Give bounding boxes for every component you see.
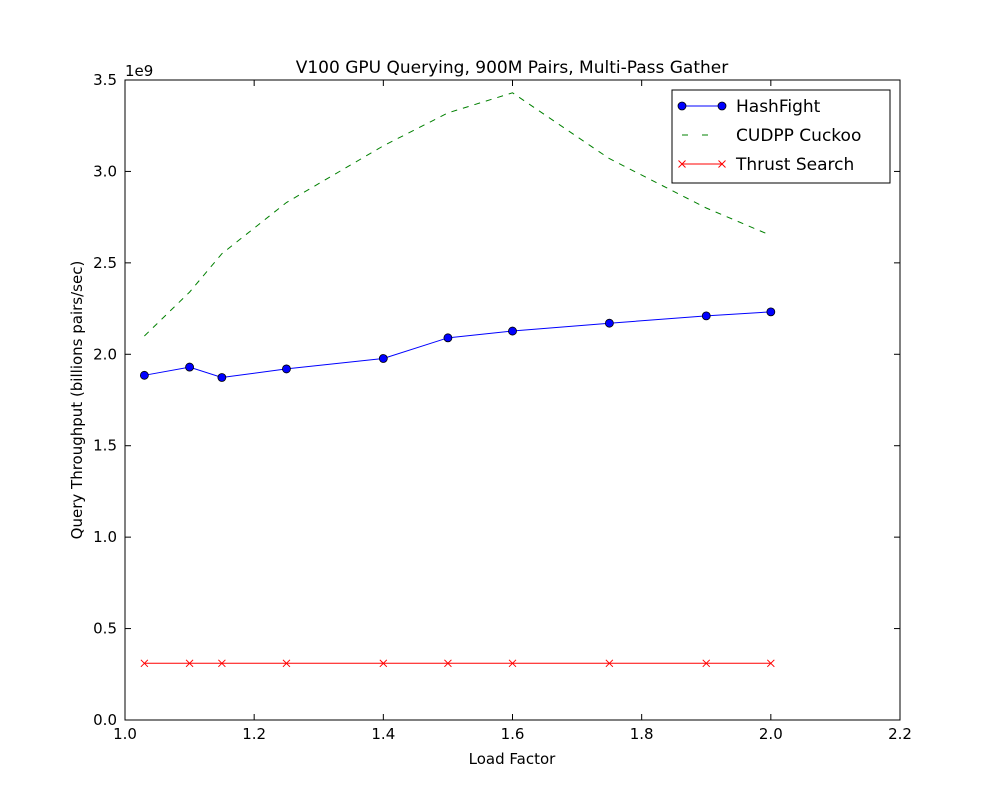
y-tick-label: 0.0 [93, 711, 117, 729]
hashfight-point [701, 311, 711, 321]
y-tick-label: 2.5 [93, 254, 117, 272]
hashfight-point [217, 373, 227, 382]
y-axis-offset-label: 1e9 [125, 62, 153, 80]
cudpp-cuckoo-series-line [144, 92, 772, 337]
hashfight-legend-marker [677, 101, 687, 111]
x-axis-label: Load Factor [469, 750, 557, 768]
chart-title: V100 GPU Querying, 900M Pairs, Multi-Pas… [296, 58, 729, 78]
thrust-search-point [605, 659, 614, 668]
hashfight-legend-marker [717, 101, 727, 111]
hashfight-point [766, 307, 776, 317]
x-tick-label: 1.8 [630, 725, 654, 743]
hashfight-point [443, 333, 453, 343]
hashfight-point [185, 362, 194, 372]
axis-ticks: 1.0 1.2 1.4 1.6 1.8 2.0 2.2 0.0 0.5 1.0 1.5 2.0 2.5 3… [93, 71, 912, 743]
thrust-search-point [444, 659, 452, 668]
hashfight-point [282, 364, 291, 374]
y-tick-label: 1.0 [93, 528, 117, 546]
thrust-search-point [702, 659, 711, 668]
plot-area [125, 80, 900, 720]
hashfight-point [139, 370, 149, 380]
thrust-search-legend-marker [718, 160, 726, 168]
x-tick-label: 2.2 [888, 725, 912, 743]
x-tick-label: 1.0 [113, 725, 137, 743]
hashfight-point [604, 318, 614, 328]
thrust-search-point [140, 659, 149, 668]
y-axis-label: Query Throughput (billions pairs/sec) [68, 261, 86, 540]
x-tick-label: 2.0 [759, 725, 783, 743]
thrust-search-legend-label: Thrust Search [735, 155, 854, 175]
thrust-search-point [766, 659, 775, 668]
x-tick-label: 1.6 [501, 725, 525, 743]
hashfight-legend-label: HashFight [736, 97, 821, 117]
y-tick-label: 3.5 [93, 71, 117, 89]
x-tick-label: 1.2 [242, 725, 266, 743]
plot-frame [124, 79, 901, 721]
thrust-search-point [185, 659, 194, 668]
y-tick-label: 1.5 [93, 437, 117, 455]
thrust-search-point [508, 659, 517, 668]
thrust-search-point [218, 659, 226, 668]
thrust-search-point [282, 659, 291, 668]
thrust-search-point [379, 659, 388, 668]
thrust-search-legend-marker [678, 160, 686, 168]
hashfight-point [508, 326, 517, 336]
hashfight-point [378, 354, 388, 363]
x-tick-label: 1.4 [371, 725, 395, 743]
cudpp-cuckoo-legend-label: CUDPP Cuckoo [736, 126, 861, 146]
plot-series-group [139, 92, 776, 668]
y-tick-label: 0.5 [93, 620, 117, 638]
hashfight-series-line [144, 311, 771, 379]
y-tick-label: 2.0 [93, 345, 117, 363]
y-tick-label: 3.0 [93, 162, 117, 180]
legend: HashFight CUDPP Cuckoo Thrust Search [671, 89, 891, 184]
